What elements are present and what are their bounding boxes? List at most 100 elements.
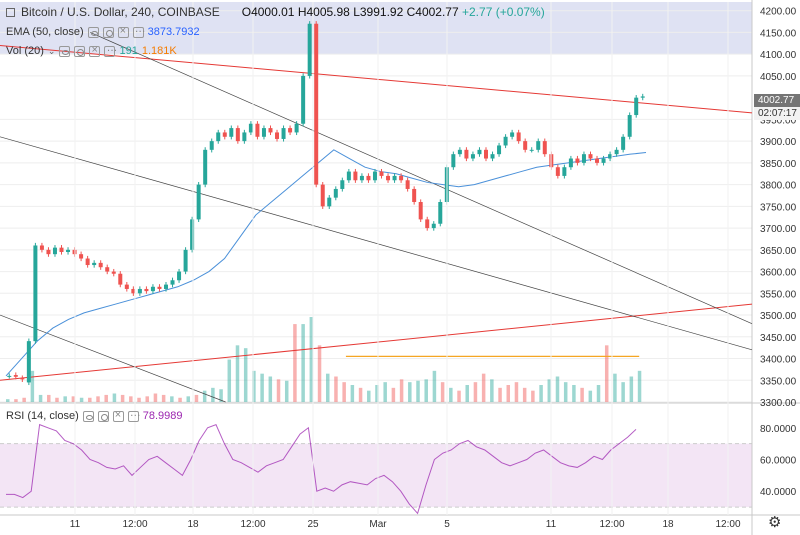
volume-bar bbox=[293, 324, 297, 402]
gear-icon[interactable] bbox=[97, 410, 109, 422]
candle-body bbox=[314, 23, 319, 185]
candle-body bbox=[484, 149, 488, 159]
volume-bar bbox=[613, 373, 617, 402]
ema-label[interactable]: EMA (50, close) bbox=[6, 26, 84, 38]
volume-bar bbox=[563, 382, 568, 402]
candle-body bbox=[124, 284, 129, 289]
time-tick-label: 25 bbox=[307, 519, 319, 530]
candle-body bbox=[536, 141, 541, 150]
gear-icon[interactable] bbox=[74, 45, 86, 57]
more-icon[interactable] bbox=[132, 23, 146, 38]
price-tick-label: 3550.00 bbox=[760, 289, 797, 300]
volume-bar bbox=[47, 394, 51, 402]
candle-body bbox=[177, 271, 182, 281]
vol-label[interactable]: Vol (20) bbox=[6, 45, 44, 57]
candle-body bbox=[79, 254, 84, 259]
volume-bar bbox=[547, 379, 552, 402]
close-icon[interactable] bbox=[112, 409, 124, 422]
volume-bar bbox=[522, 387, 527, 402]
candle-body bbox=[588, 154, 593, 159]
eye-icon[interactable] bbox=[87, 26, 99, 38]
candle-body bbox=[470, 154, 475, 159]
volume-bar bbox=[161, 394, 166, 402]
candle-body bbox=[164, 284, 168, 289]
time-tick-label: 11 bbox=[546, 519, 557, 530]
rsi-label[interactable]: RSI (14, close) bbox=[6, 410, 79, 422]
candle-body bbox=[581, 154, 586, 163]
candle-body bbox=[359, 175, 364, 181]
more-icon[interactable] bbox=[127, 407, 141, 422]
volume-bar bbox=[137, 397, 141, 402]
price-tick-label: 3900.00 bbox=[760, 137, 797, 148]
candle-body bbox=[307, 23, 312, 76]
eye-icon[interactable] bbox=[82, 410, 94, 422]
volume-bar bbox=[572, 385, 576, 402]
volume-bar bbox=[490, 379, 494, 402]
candle-body bbox=[157, 286, 162, 289]
candle-body bbox=[203, 149, 208, 185]
candle-body bbox=[529, 149, 534, 151]
volume-bar bbox=[629, 376, 634, 402]
candle-body bbox=[568, 158, 573, 168]
candle-body bbox=[137, 288, 142, 294]
symbol-title[interactable]: Bitcoin / U.S. Dollar, 240, COINBASE bbox=[21, 5, 220, 19]
candle-body bbox=[523, 141, 528, 150]
price-tick-label: 3500.00 bbox=[760, 311, 797, 322]
volume-bar bbox=[408, 382, 412, 402]
chevron-down-icon[interactable]: ⌄ bbox=[47, 45, 56, 56]
gear-icon[interactable] bbox=[102, 26, 114, 38]
volume-bar bbox=[424, 379, 428, 402]
price-tick-label: 3400.00 bbox=[760, 355, 797, 366]
volume-bar bbox=[202, 390, 207, 402]
candle-body bbox=[438, 202, 443, 224]
candle-body bbox=[327, 197, 332, 207]
volume-bar bbox=[596, 385, 601, 402]
change-value: +2.77 (+0.07%) bbox=[462, 5, 545, 19]
volume-bar bbox=[227, 359, 232, 402]
candle-body bbox=[497, 145, 502, 155]
rsi-value: 78.9989 bbox=[142, 410, 183, 422]
more-icon[interactable] bbox=[104, 42, 117, 57]
candle-body bbox=[490, 154, 495, 159]
volume-bar bbox=[604, 345, 609, 402]
candle-body bbox=[562, 167, 567, 176]
candle-body bbox=[340, 180, 345, 189]
candle-body bbox=[431, 223, 436, 229]
candle-body bbox=[608, 154, 613, 159]
volume-bar bbox=[326, 373, 330, 402]
volume-bar bbox=[506, 385, 511, 402]
candle-body bbox=[555, 167, 560, 176]
candle-body bbox=[627, 115, 632, 137]
close-icon[interactable] bbox=[89, 44, 101, 57]
candle-body bbox=[209, 141, 214, 150]
price-tick-label: 3450.00 bbox=[760, 333, 797, 344]
settings-gear-icon[interactable]: ⚙ bbox=[768, 514, 782, 531]
eye-icon[interactable] bbox=[59, 45, 71, 57]
volume-bar bbox=[30, 370, 35, 402]
candle-body bbox=[464, 149, 469, 159]
volume-bar bbox=[457, 390, 461, 402]
volume-bar bbox=[186, 396, 191, 402]
candle-body bbox=[183, 249, 188, 272]
ema-line bbox=[5, 149, 647, 377]
volume-bar bbox=[63, 396, 67, 402]
volume-bar bbox=[178, 397, 182, 402]
close-icon[interactable] bbox=[117, 25, 129, 38]
candle-body bbox=[229, 128, 234, 137]
volume-bar bbox=[358, 387, 363, 402]
volume-bar bbox=[580, 387, 584, 402]
price-tick-label: 4200.00 bbox=[760, 7, 797, 18]
candle-body bbox=[20, 378, 25, 380]
candle-body bbox=[503, 136, 508, 146]
volume-bar bbox=[539, 385, 543, 402]
time-tick-label: 18 bbox=[662, 519, 674, 530]
volume-bar bbox=[284, 380, 289, 402]
collapse-icon[interactable] bbox=[6, 7, 15, 17]
candle-body bbox=[392, 175, 397, 181]
price-tick-label: 4050.00 bbox=[760, 72, 797, 83]
volume-bar bbox=[637, 370, 642, 402]
candle-body bbox=[39, 245, 44, 250]
candle-body bbox=[320, 184, 325, 207]
candle-body bbox=[131, 288, 136, 294]
